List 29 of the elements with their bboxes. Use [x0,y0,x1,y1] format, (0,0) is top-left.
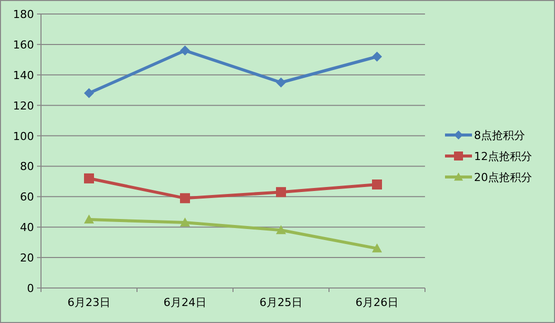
y-tick-label: 0 [27,282,34,295]
y-tick-label: 80 [20,160,34,174]
y-tick-label: 140 [13,68,34,82]
y-tick-label: 20 [20,252,34,265]
y-tick-label: 40 [20,221,34,234]
point [84,88,94,98]
legend-label: 20点抢积分 [474,171,532,184]
point [372,243,382,252]
point [276,78,286,88]
point [180,218,190,227]
x-tick-label: 6月23日 [68,296,110,309]
point [276,225,286,234]
point [180,193,190,204]
point [84,173,94,184]
point [372,52,382,62]
x-tick-label: 6月24日 [164,296,206,309]
y-tick-label: 120 [13,99,34,112]
y-tick-label: 180 [13,8,34,21]
point [180,46,190,56]
x-tick-label: 6月26日 [356,296,398,309]
y-tick-label: 60 [20,190,34,204]
y-tick-label: 160 [13,38,34,52]
legend-label: 8点抢积分 [474,129,525,142]
x-tick-label: 6月25日 [260,296,302,309]
point [276,187,286,198]
y-tick-label: 100 [13,130,34,143]
point [84,214,94,224]
legend-label: 12点抢积分 [474,150,532,163]
point [372,179,382,190]
